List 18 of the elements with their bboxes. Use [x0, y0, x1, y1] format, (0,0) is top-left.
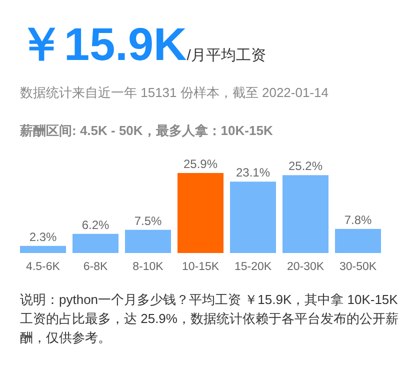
data-label: 6.2% [82, 218, 110, 232]
x-tick-label: 4.5-6K [26, 261, 60, 273]
data-label: 2.3% [29, 230, 57, 244]
x-tick-label: 10-15K [182, 261, 220, 273]
x-tick-label: 20-30K [286, 261, 324, 273]
data-label: 25.9% [183, 157, 218, 171]
data-label: 7.8% [344, 212, 372, 227]
title: ￥15.9K/月平均工资 [18, 17, 266, 72]
data-label: 23.1% [236, 166, 270, 180]
x-tick-label: 30-50K [339, 261, 377, 273]
text: 薪酬区间: 4.5K - 50K，最多人拿：10K-15K [20, 122, 273, 140]
data-label: 7.5% [134, 214, 162, 228]
text: 数据统计来自近一年 15131 份样本，截至 2022-01-14 [20, 84, 328, 102]
x-tick-label: 8-10K [132, 261, 164, 273]
x-tick-label: 6-8K [83, 261, 108, 273]
data-label: 25.2% [288, 159, 323, 174]
x-tick-label: 15-20K [234, 261, 272, 273]
text: 说明：python一个月多少钱？平均工资 ￥15.9K，其中拿 10K-15K 工资的占比最多，达 25.9%，数据统计依赖于各平台发布的公开薪酬，仅供参考。 [20, 291, 400, 347]
